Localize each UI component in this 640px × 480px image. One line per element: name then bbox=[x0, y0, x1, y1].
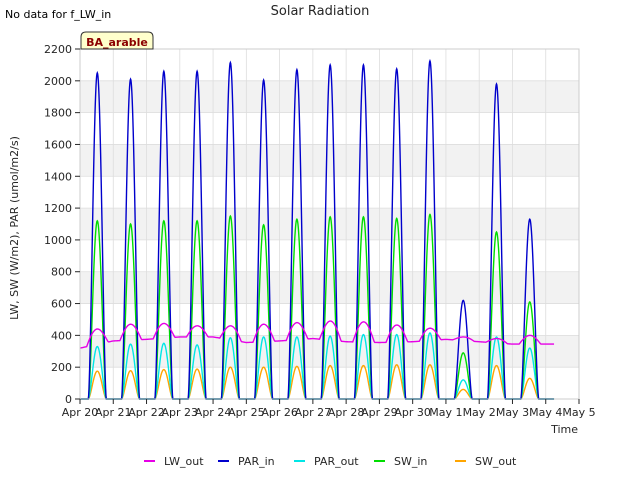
series-line-sw-out bbox=[80, 364, 555, 400]
chart-title: Solar Radiation bbox=[271, 4, 370, 19]
y-tick-label: 0 bbox=[65, 393, 72, 406]
x-tick-label: Apr 22 bbox=[128, 406, 165, 419]
y-tick-label: 800 bbox=[51, 266, 72, 279]
x-tick-label: Apr 21 bbox=[95, 406, 132, 419]
y-tick-label: 600 bbox=[51, 298, 72, 311]
x-tick-label: Apr 30 bbox=[394, 406, 431, 419]
y-tick-label: 1000 bbox=[44, 234, 72, 247]
y-tick-label: 1200 bbox=[44, 202, 72, 215]
y-tick-label: 2200 bbox=[44, 43, 72, 56]
y-tick-label: 400 bbox=[51, 329, 72, 342]
x-tick-label: Apr 27 bbox=[295, 406, 332, 419]
grid-band bbox=[80, 144, 579, 177]
y-tick-label: 1600 bbox=[44, 138, 72, 151]
legend-label: SW_in bbox=[394, 455, 427, 468]
x-axis-label: Time bbox=[550, 423, 578, 436]
x-tick-label: May 3 bbox=[496, 406, 529, 419]
grid-band bbox=[80, 335, 579, 368]
legend-label: LW_out bbox=[164, 455, 204, 468]
x-tick-label: May 1 bbox=[429, 406, 462, 419]
grid-band bbox=[80, 80, 579, 113]
badge-box bbox=[80, 31, 154, 50]
legend-label: PAR_in bbox=[238, 455, 275, 468]
x-tick-label: Apr 28 bbox=[328, 406, 365, 419]
x-tick-label: May 5 bbox=[562, 406, 595, 419]
y-tick-label: 1400 bbox=[44, 170, 72, 183]
legend-label: SW_out bbox=[475, 455, 517, 468]
grid-band bbox=[80, 271, 579, 304]
x-tick-label: Apr 25 bbox=[228, 406, 265, 419]
x-tick-label: Apr 29 bbox=[361, 406, 398, 419]
series-line-sw-in bbox=[80, 213, 555, 400]
background-bands bbox=[80, 80, 579, 368]
legend-label: PAR_out bbox=[314, 455, 359, 468]
y-axis-label: LW, SW (W/m2), PAR (umol/m2/s) bbox=[8, 136, 21, 320]
x-tick-label: Apr 20 bbox=[62, 406, 99, 419]
y-tick-label: 1800 bbox=[44, 107, 72, 120]
x-tick-label: Apr 26 bbox=[261, 406, 298, 419]
no-data-note: No data for f_LW_in bbox=[5, 8, 111, 21]
badge-label: BA_arable bbox=[86, 36, 148, 49]
plot-frame bbox=[79, 48, 580, 400]
y-tick-label: 2000 bbox=[44, 75, 72, 88]
badge: BA_arable bbox=[80, 31, 154, 50]
series-line-lw-out bbox=[79, 320, 555, 349]
x-tick-label: May 4 bbox=[529, 406, 562, 419]
legend: LW_out PAR_in PAR_out SW_in SW_out bbox=[144, 455, 517, 468]
x-tick-label: Apr 23 bbox=[162, 406, 199, 419]
x-tick-label: Apr 24 bbox=[195, 406, 232, 419]
y-axis-ticks: 0 200 400 600 800 1000 1200 1400 1600 1800 2000 220… bbox=[44, 43, 80, 406]
x-tick-label: May 2 bbox=[463, 406, 496, 419]
y-tick-label: 200 bbox=[51, 361, 72, 374]
